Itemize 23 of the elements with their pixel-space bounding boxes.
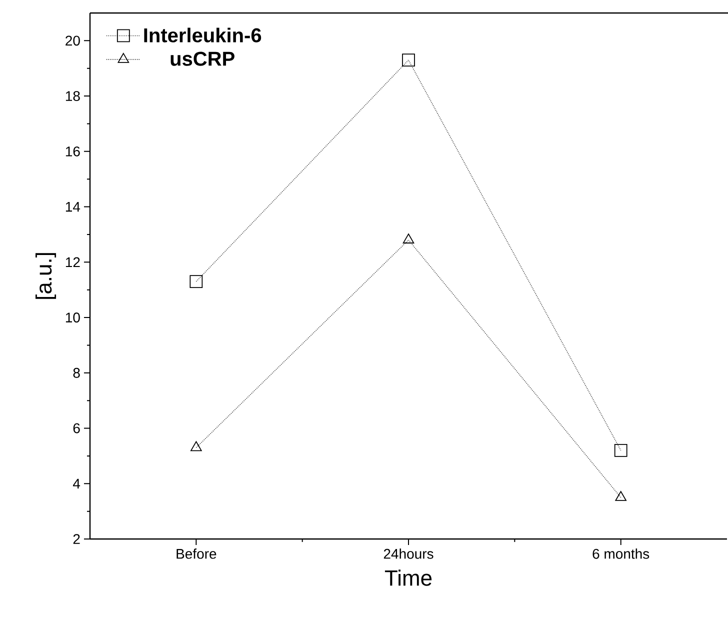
y-tick-label: 6 — [73, 423, 80, 434]
point — [190, 441, 202, 452]
y-tick-label: 14 — [66, 202, 80, 212]
point — [190, 275, 203, 288]
y-tick-label: 16 — [66, 146, 80, 156]
y-tick-label: 8 — [73, 368, 80, 378]
y-tick-label: 2 — [73, 534, 80, 544]
point — [615, 491, 626, 501]
y-axis-title: [a.u.] — [36, 253, 56, 299]
point — [614, 444, 628, 457]
x-tick-label: 24hours — [384, 548, 434, 559]
y-tick-label: 18 — [66, 91, 80, 102]
y-tick-label: 10 — [66, 312, 80, 322]
point — [402, 54, 415, 67]
legend-label: usCRP — [170, 52, 234, 66]
y-tick-label: 4 — [72, 478, 80, 488]
legend-label: Interleukin-6 — [144, 28, 262, 42]
y-tick-label: 20 — [66, 36, 80, 46]
x-tick-label: Before — [176, 548, 216, 559]
x-axis-title: Time — [384, 570, 432, 586]
point — [402, 234, 414, 244]
y-tick-label: 12 — [66, 257, 80, 268]
x-tick-label: 6 months — [592, 548, 650, 559]
